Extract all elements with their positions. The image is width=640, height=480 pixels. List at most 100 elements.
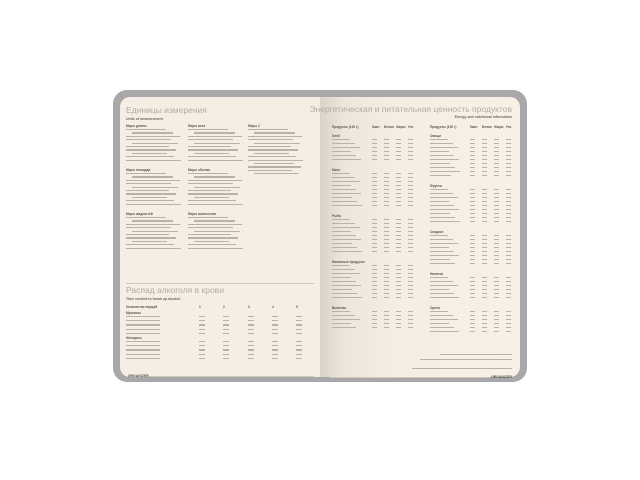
- text-line: [254, 152, 289, 155]
- food-value: [482, 221, 487, 223]
- food-value: [408, 323, 413, 325]
- food-value: [494, 311, 499, 313]
- food-value: [494, 327, 499, 329]
- food-name: [332, 297, 362, 299]
- food-value: [494, 217, 499, 219]
- food-value: [506, 209, 511, 211]
- text-line: [188, 217, 228, 219]
- group-label: Мужчины: [126, 311, 142, 315]
- food-value: [494, 251, 499, 253]
- text-line: [248, 169, 292, 172]
- food-value: [470, 263, 475, 265]
- text-line: [194, 142, 240, 144]
- food-value: [494, 213, 499, 215]
- cell-value: [272, 357, 278, 360]
- food-value: [506, 251, 511, 253]
- food-name: [430, 293, 454, 295]
- text-line: [188, 146, 231, 148]
- food-value: [506, 213, 511, 215]
- food-value: [494, 255, 499, 257]
- row-label: [126, 357, 160, 360]
- food-value: [372, 139, 377, 141]
- food-value: [470, 213, 475, 215]
- table-header: Белки: [384, 125, 394, 129]
- text-line: [194, 176, 235, 178]
- food-name: [332, 223, 355, 225]
- text-line: [194, 230, 240, 232]
- food-value: [396, 205, 401, 207]
- text-line: [188, 247, 243, 249]
- food-value: [396, 285, 401, 287]
- right-page: Энергетическая и питательная ценность пр…: [309, 97, 520, 379]
- food-value: [506, 315, 511, 317]
- text-line: [188, 237, 238, 239]
- food-value: [384, 265, 389, 267]
- food-value: [384, 311, 389, 313]
- table-header: Жиры: [396, 125, 406, 129]
- cell-value: [296, 316, 302, 318]
- row-label: [126, 328, 160, 330]
- food-value: [372, 223, 377, 225]
- category-heading: Выпечка: [332, 306, 346, 310]
- food-value: [372, 219, 377, 221]
- food-value: [470, 163, 475, 165]
- food-value: [396, 227, 401, 229]
- food-name: [332, 243, 352, 245]
- food-value: [384, 219, 389, 221]
- text-line: [188, 179, 242, 182]
- footer-brand: ORGANIZER: [128, 374, 149, 378]
- food-value: [372, 143, 377, 145]
- food-value: [384, 239, 389, 241]
- food-name: [430, 323, 449, 325]
- food-value: [494, 175, 499, 177]
- food-value: [408, 147, 413, 149]
- food-name: [430, 189, 448, 191]
- food-value: [396, 293, 401, 295]
- food-value: [372, 251, 377, 253]
- food-value: [470, 235, 475, 237]
- cell-value: [223, 357, 229, 360]
- food-value: [396, 173, 401, 175]
- food-value: [494, 297, 499, 299]
- food-name: [332, 143, 355, 145]
- food-name: [332, 265, 350, 267]
- text-line: [126, 156, 174, 158]
- food-value: [396, 277, 401, 279]
- food-value: [408, 155, 413, 157]
- food-value: [506, 163, 511, 165]
- food-name: [430, 259, 450, 261]
- food-value: [408, 243, 413, 245]
- food-value: [506, 143, 511, 145]
- food-name: [332, 277, 351, 279]
- food-value: [372, 231, 377, 233]
- category-heading: Сладкое: [430, 230, 444, 234]
- food-value: [482, 213, 487, 215]
- food-value: [408, 247, 413, 249]
- text-line: [248, 149, 298, 151]
- cell-value: [199, 345, 205, 347]
- food-value: [396, 327, 401, 329]
- food-name: [430, 167, 455, 169]
- text-line: [126, 135, 180, 138]
- food-value: [372, 235, 377, 237]
- text-line: [132, 142, 178, 144]
- footnote: [440, 354, 512, 356]
- food-value: [384, 201, 389, 203]
- food-name: [430, 311, 448, 313]
- food-value: [396, 251, 401, 253]
- section-heading: Меры объема: [188, 168, 210, 172]
- food-value: [470, 259, 475, 261]
- food-value: [470, 311, 475, 313]
- food-value: [494, 197, 499, 199]
- food-value: [372, 247, 377, 249]
- food-value: [408, 285, 413, 287]
- food-value: [372, 323, 377, 325]
- food-value: [396, 177, 401, 179]
- food-value: [482, 293, 487, 295]
- food-name: [332, 285, 361, 287]
- food-value: [482, 155, 487, 157]
- col-header: 3: [248, 305, 250, 309]
- text-line: [194, 132, 235, 134]
- cell-value: [199, 353, 205, 355]
- food-value: [372, 293, 377, 295]
